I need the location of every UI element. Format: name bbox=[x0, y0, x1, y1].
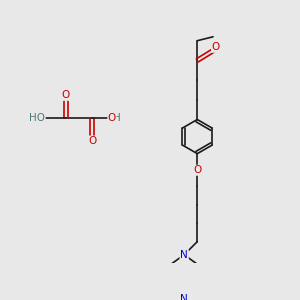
Text: O: O bbox=[62, 90, 70, 100]
Text: O: O bbox=[193, 165, 201, 175]
Text: O: O bbox=[108, 113, 116, 123]
Text: HO: HO bbox=[29, 113, 45, 123]
Text: H: H bbox=[113, 113, 121, 123]
Text: N: N bbox=[180, 294, 188, 300]
Text: O: O bbox=[212, 42, 220, 52]
Text: N: N bbox=[180, 250, 188, 260]
Text: O: O bbox=[88, 136, 96, 146]
Text: N: N bbox=[180, 250, 188, 260]
